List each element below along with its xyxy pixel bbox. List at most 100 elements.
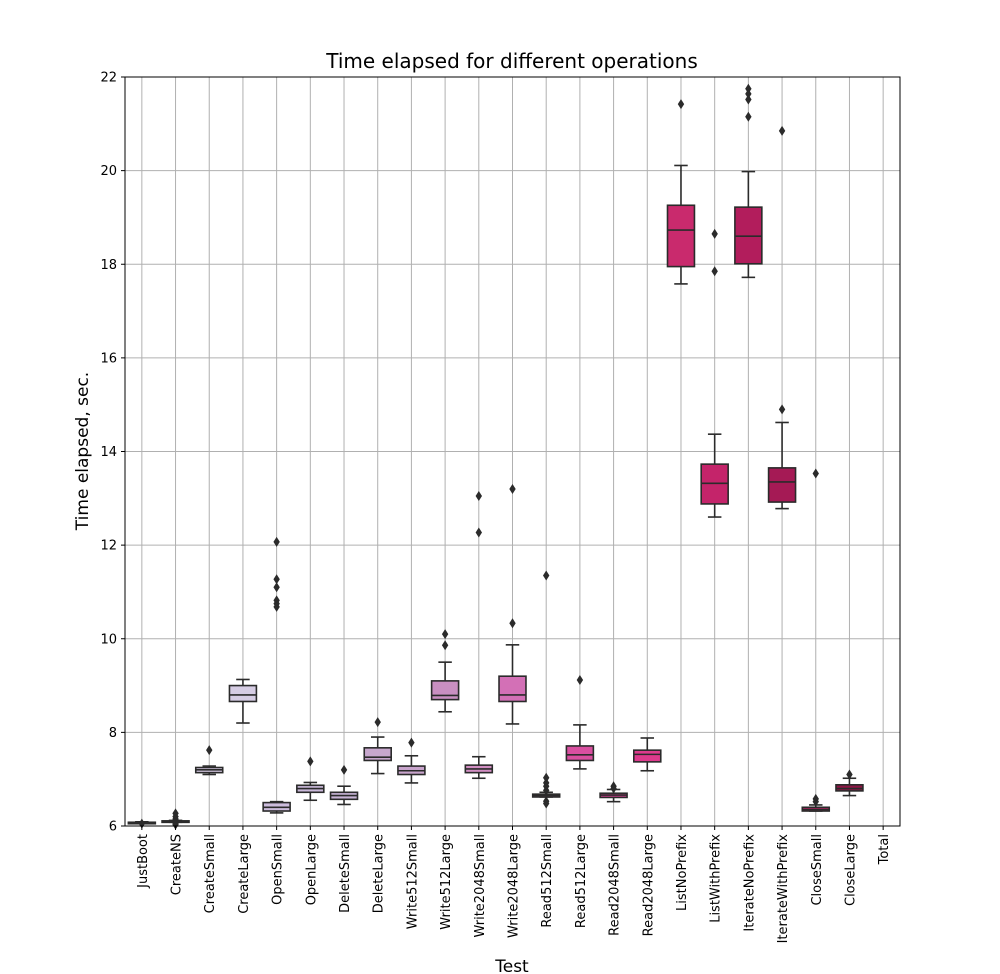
outlier-point bbox=[846, 769, 853, 780]
outlier-point bbox=[441, 629, 449, 640]
box-group bbox=[531, 570, 561, 809]
outlier-point bbox=[206, 745, 213, 756]
x-tick-label: JustBoot bbox=[136, 834, 151, 889]
x-tick-label: IterateNoPrefix bbox=[742, 834, 757, 932]
y-tick-label: 14 bbox=[100, 445, 117, 460]
x-tick-label: Read2048Small bbox=[608, 834, 623, 936]
outlier-point bbox=[745, 111, 752, 122]
x-tick-label: Read512Large bbox=[574, 834, 589, 928]
box-rect bbox=[430, 680, 460, 701]
x-tick-label: Write2048Large bbox=[507, 834, 522, 938]
box-group bbox=[363, 717, 392, 775]
box-group bbox=[599, 781, 628, 803]
x-tick-label: CreateSmall bbox=[203, 834, 218, 913]
y-axis: 6 8 10 12 14 16 18 20 22 bbox=[100, 71, 125, 835]
outlier-point bbox=[172, 819, 179, 830]
x-tick-label: Read2048Large bbox=[641, 834, 656, 936]
x-tick-label: Read512Small bbox=[540, 834, 555, 928]
box-group bbox=[700, 228, 729, 518]
outlier-point bbox=[374, 717, 381, 728]
outlier-point bbox=[273, 574, 280, 585]
x-tick-label: ListWithPrefix bbox=[709, 834, 724, 923]
box-rect bbox=[767, 467, 797, 503]
outlier-point bbox=[509, 483, 516, 494]
outlier-point bbox=[745, 88, 752, 99]
box-group bbox=[801, 468, 831, 812]
x-tick-label: CreateNS bbox=[170, 834, 185, 895]
outlier-point bbox=[273, 601, 280, 612]
outlier-point bbox=[576, 674, 584, 685]
outlier-point bbox=[273, 582, 280, 593]
x-tick-label: Write512Large bbox=[439, 834, 454, 930]
box-group bbox=[565, 674, 595, 770]
box-group bbox=[296, 756, 325, 802]
outlier-point bbox=[542, 785, 550, 796]
box-group bbox=[329, 764, 359, 806]
box-group bbox=[666, 99, 696, 285]
x-axis: JustBoot CreateNS CreateSmall CreateLarge Op… bbox=[136, 826, 892, 943]
box-rect bbox=[666, 204, 696, 268]
y-tick-label: 16 bbox=[100, 351, 117, 366]
x-tick-label: Total bbox=[877, 834, 892, 865]
outlier-point bbox=[778, 404, 786, 415]
box-group bbox=[194, 745, 224, 776]
x-tick-label: Write2048Small bbox=[473, 834, 488, 938]
outlier-point bbox=[745, 94, 752, 105]
box-group bbox=[734, 83, 763, 279]
x-tick-label: OpenSmall bbox=[271, 834, 286, 905]
box-group bbox=[397, 737, 426, 784]
outlier-point bbox=[509, 618, 516, 629]
x-tick-label: CloseLarge bbox=[843, 834, 858, 906]
box-group bbox=[161, 808, 190, 830]
outlier-point bbox=[441, 640, 449, 651]
outlier-point bbox=[307, 756, 314, 767]
outlier-point bbox=[542, 570, 550, 581]
x-tick-label: Write512Small bbox=[405, 834, 420, 929]
box-rect bbox=[498, 675, 527, 703]
box-rect bbox=[565, 745, 595, 762]
x-tick-label: IterateWithPrefix bbox=[776, 834, 791, 944]
outlier-point bbox=[542, 798, 550, 809]
outlier-point bbox=[475, 490, 483, 501]
box-group bbox=[262, 536, 291, 814]
outlier-point bbox=[812, 468, 819, 479]
x-tick-label: OpenLarge bbox=[304, 834, 319, 905]
y-axis-label: Time elapsed, sec. bbox=[73, 372, 93, 531]
outlier-point bbox=[542, 772, 550, 783]
box-rect bbox=[633, 749, 662, 763]
outlier-point bbox=[711, 266, 718, 277]
outlier-point bbox=[677, 99, 685, 110]
outlier-point bbox=[711, 228, 718, 239]
y-tick-label: 22 bbox=[100, 71, 117, 86]
box-group bbox=[228, 678, 258, 724]
box-group bbox=[767, 125, 797, 510]
box-group bbox=[633, 737, 662, 772]
y-tick-label: 12 bbox=[100, 539, 117, 554]
box-group bbox=[498, 483, 527, 725]
outlier-point bbox=[610, 783, 617, 794]
x-tick-label: ListNoPrefix bbox=[675, 834, 690, 911]
box-group bbox=[430, 629, 460, 713]
box-rect bbox=[228, 684, 258, 703]
outlier-point bbox=[273, 536, 280, 547]
x-tick-label: DeleteLarge bbox=[372, 834, 387, 913]
y-tick-label: 8 bbox=[109, 726, 117, 741]
x-axis-label: Test bbox=[494, 957, 529, 974]
y-tick-label: 10 bbox=[100, 632, 117, 647]
x-tick-label: CreateLarge bbox=[237, 834, 252, 914]
outlier-point bbox=[812, 796, 819, 807]
box-rect bbox=[363, 747, 392, 762]
chart-title: Time elapsed for different operations bbox=[325, 49, 698, 73]
box-group bbox=[464, 490, 494, 780]
y-tick-label: 18 bbox=[100, 258, 117, 273]
outlier-point bbox=[745, 83, 752, 94]
x-tick-label: CloseSmall bbox=[810, 834, 825, 906]
outlier-point bbox=[340, 764, 348, 775]
y-tick-label: 6 bbox=[109, 820, 117, 835]
box-group bbox=[835, 769, 864, 797]
outlier-point bbox=[475, 527, 483, 538]
outlier-point bbox=[778, 125, 786, 136]
box-plots bbox=[127, 83, 864, 830]
